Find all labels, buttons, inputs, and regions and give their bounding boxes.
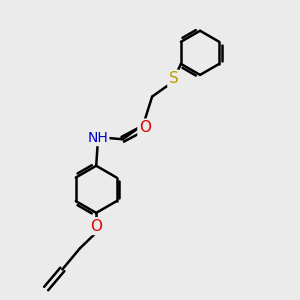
Text: O: O xyxy=(90,219,102,234)
Text: S: S xyxy=(169,71,178,86)
Text: O: O xyxy=(139,120,151,135)
Text: NH: NH xyxy=(87,131,108,145)
